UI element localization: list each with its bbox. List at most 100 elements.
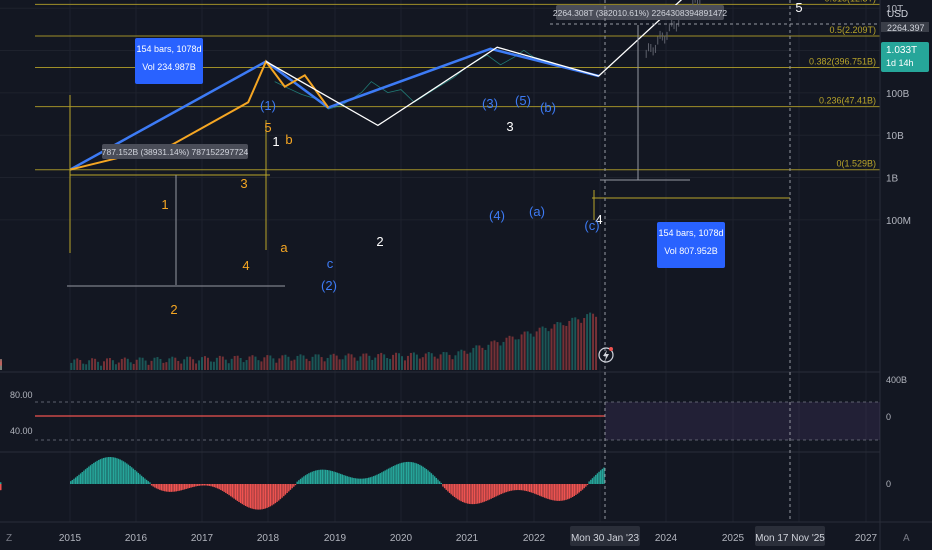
hist-bar — [429, 471, 431, 484]
price-tick-label: 100B — [886, 89, 910, 100]
hist-bar — [555, 484, 557, 501]
hist-bar — [258, 484, 260, 510]
wave-label: (b) — [540, 100, 556, 115]
hist-bar — [534, 484, 536, 494]
hist-bar — [557, 484, 559, 501]
hist-bar — [366, 478, 368, 484]
volume-bar — [445, 352, 448, 370]
volume-bar — [186, 356, 189, 370]
volume-bar — [341, 359, 344, 370]
hist-bar — [246, 484, 248, 507]
hist-bar — [318, 469, 320, 484]
hist-bar — [522, 484, 524, 491]
hist-bar — [336, 472, 339, 484]
volume-bar — [320, 357, 323, 370]
volume-bar — [517, 339, 520, 370]
hist-bar — [147, 481, 149, 484]
lightning-icon[interactable] — [598, 347, 614, 363]
hist-bar — [274, 484, 277, 504]
fib-level-label: 0.236(47.41B) — [819, 96, 876, 106]
hist-bar — [535, 484, 538, 495]
volume-bar — [448, 354, 451, 370]
hist-bar — [178, 484, 181, 491]
wave-label: 3 — [506, 119, 513, 134]
volume-bar — [111, 360, 114, 370]
price-axis[interactable]: USD 2264.397 1000T100T10T1T100B10B1B100M… — [881, 0, 929, 227]
volume-bar — [189, 356, 192, 370]
hist-bar — [244, 484, 247, 506]
time-axis[interactable]: 2015 2016 2017 2018 2019 2020 2021 2022 2024 2025… — [6, 526, 910, 546]
hist-bar — [142, 477, 144, 484]
volume-bars — [0, 312, 598, 370]
volume-bar — [347, 353, 350, 370]
hist-bar — [530, 484, 533, 493]
hist-bar — [309, 472, 312, 484]
hist-bar — [386, 469, 388, 484]
hist-bar — [329, 470, 332, 484]
hist-bar — [298, 480, 300, 484]
measure-tools[interactable]: 154 bars, 1078d Vol 234.987B 154 bars, 107… — [67, 5, 790, 287]
histogram-panel[interactable]: 0 — [0, 457, 891, 510]
hist-bar — [121, 460, 123, 484]
hist-bar — [321, 469, 323, 484]
hist-bar — [438, 481, 441, 484]
hist-bar — [567, 484, 569, 500]
hist-bar — [414, 462, 416, 484]
volume-bar — [0, 366, 2, 370]
hist-bar — [518, 484, 521, 491]
hist-bar — [550, 484, 552, 500]
hist-bar — [427, 470, 429, 484]
hist-bar — [505, 484, 507, 493]
corner-right: A — [903, 533, 910, 544]
hist-bar — [126, 463, 128, 484]
hist-bar — [376, 474, 378, 484]
wave-label: 5 — [795, 0, 802, 15]
price-tick-label: 10T — [886, 4, 903, 15]
wave-label: (3) — [482, 96, 498, 111]
white-wave-line[interactable] — [265, 0, 822, 127]
hist-bar — [279, 484, 282, 500]
hist-bar — [91, 464, 93, 484]
volume-bar — [508, 335, 511, 370]
hist-bar — [512, 484, 514, 491]
hist-bar — [286, 484, 288, 494]
price-range-label-bg — [556, 5, 724, 20]
hist-bar — [346, 476, 348, 484]
hist-bar — [264, 484, 267, 509]
time-tick-label: 2022 — [523, 533, 546, 544]
hist-bar — [399, 463, 401, 484]
rsi-left-tick: 80.00 — [10, 390, 33, 400]
volume-bar — [583, 318, 586, 370]
hist-bar — [215, 484, 217, 488]
currency-label: USD — [887, 9, 908, 20]
cursor-date-tag — [570, 526, 640, 546]
hist-bar — [112, 457, 115, 484]
hist-bar — [89, 465, 92, 484]
hist-bar — [603, 467, 605, 484]
hist-bar — [368, 477, 370, 484]
volume-bar — [236, 355, 239, 370]
rsi-panel[interactable]: 80.00 40.00 400B 0 — [10, 375, 907, 441]
volume-bar — [338, 359, 341, 370]
volume-bar — [365, 353, 368, 370]
volume-bar — [463, 350, 466, 370]
volume-bar — [541, 326, 544, 370]
volume-bar — [114, 364, 117, 370]
hist-bar — [185, 484, 187, 489]
hist-bar — [558, 484, 561, 501]
hist-bar — [288, 484, 290, 492]
hist-bar — [547, 484, 549, 499]
hist-bar — [122, 461, 125, 484]
hist-bar — [173, 484, 176, 492]
volume-bar — [371, 359, 374, 370]
hist-bar — [532, 484, 534, 494]
hist-bar — [450, 484, 452, 495]
volume-bar — [547, 331, 550, 370]
volume-bar — [201, 357, 204, 370]
hist-bar — [341, 474, 343, 484]
hist-bar — [114, 457, 116, 484]
volume-bar — [135, 359, 138, 370]
hist-bar — [256, 484, 258, 510]
hist-bar — [228, 484, 230, 496]
